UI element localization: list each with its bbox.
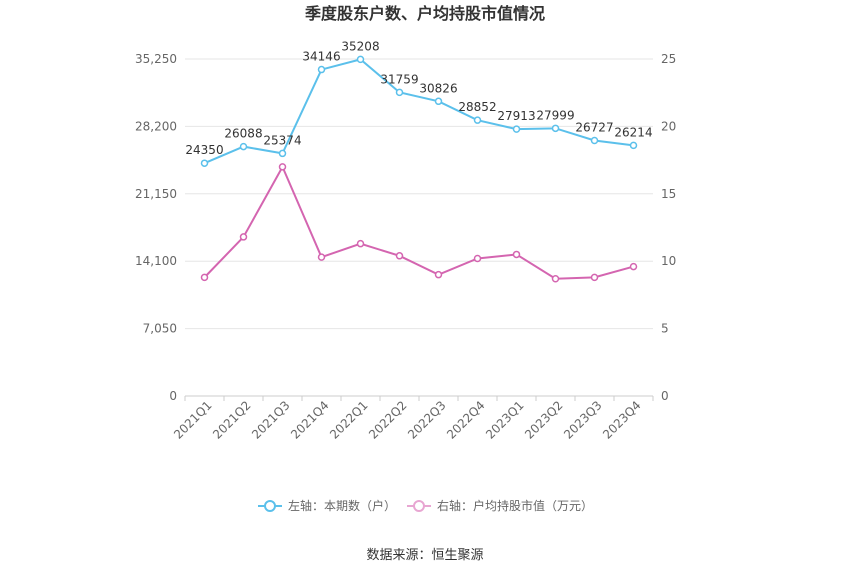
x-tick-label: 2021Q1 [171, 398, 215, 442]
x-tick-label: 2021Q4 [288, 398, 332, 442]
data-point[interactable] [473, 116, 482, 124]
left-tick-label: 0 [169, 389, 177, 403]
right-tick-label: 5 [661, 322, 669, 336]
legend-item-households[interactable]: 左轴：本期数（户） [258, 498, 396, 513]
legend-marker-market-value [413, 500, 425, 512]
x-tick-label: 2022Q1 [327, 398, 371, 442]
data-label: 25374 [263, 133, 301, 147]
right-tick-label: 10 [661, 254, 676, 268]
data-point[interactable] [317, 253, 326, 261]
data-label: 26088 [224, 127, 262, 141]
legend-marker-households [264, 500, 276, 512]
right-tick-label: 20 [661, 119, 676, 133]
left-axis: 0 7,050 14,100 21,150 28,200 35,250 [135, 52, 177, 403]
right-tick-label: 15 [661, 187, 676, 201]
data-point[interactable] [395, 88, 404, 97]
legend-label-market-value: 右轴：户均持股市值（万元） [437, 498, 593, 513]
data-label: 27913 [497, 109, 535, 123]
source-note: 数据来源：恒生聚源 [366, 548, 483, 563]
data-label: 35208 [341, 39, 379, 53]
data-point[interactable] [551, 124, 560, 133]
x-axis: 2021Q12021Q22021Q32021Q42022Q12022Q22022… [171, 396, 654, 442]
data-label: 26727 [575, 120, 613, 134]
data-label: 34146 [302, 50, 340, 64]
x-tick-label: 2022Q4 [444, 398, 488, 442]
data-point[interactable] [434, 97, 443, 106]
data-point[interactable] [200, 273, 209, 282]
legend-label-households: 左轴：本期数（户） [288, 498, 396, 513]
x-tick-label: 2023Q1 [483, 398, 527, 442]
right-tick-label: 0 [661, 389, 669, 403]
x-tick-label: 2022Q2 [366, 398, 410, 442]
data-point[interactable] [278, 149, 287, 158]
data-point[interactable] [356, 55, 365, 64]
series-line-1 [203, 164, 634, 280]
data-point[interactable] [590, 273, 599, 282]
chart-title: 季度股东户数、户均持股市值情况 [304, 4, 545, 23]
right-axis: 0 5 10 15 20 25 [661, 52, 676, 403]
series-lines [203, 58, 634, 280]
data-label: 30826 [419, 81, 457, 95]
data-point[interactable] [434, 270, 443, 279]
right-tick-label: 25 [661, 52, 676, 66]
data-point[interactable] [200, 159, 209, 167]
left-tick-label: 28,200 [135, 119, 177, 133]
data-label: 26214 [614, 125, 652, 139]
x-tick-label: 2022Q3 [405, 398, 449, 442]
data-point[interactable] [512, 250, 521, 259]
data-label: 24350 [185, 143, 223, 157]
legend[interactable]: 左轴：本期数（户） 右轴：户均持股市值（万元） [258, 498, 593, 513]
data-point[interactable] [629, 141, 638, 150]
data-point[interactable] [356, 239, 365, 248]
data-point[interactable] [239, 142, 248, 151]
data-point[interactable] [317, 65, 326, 74]
series-line-0 [204, 58, 634, 165]
series-points [200, 55, 638, 283]
data-point[interactable] [473, 254, 482, 263]
data-point[interactable] [551, 274, 560, 283]
data-label: 31759 [380, 72, 418, 86]
data-point[interactable] [239, 233, 248, 241]
data-label: 27999 [536, 108, 574, 122]
data-point[interactable] [395, 252, 404, 260]
left-tick-label: 7,050 [143, 322, 177, 336]
x-tick-label: 2023Q3 [561, 398, 605, 442]
left-tick-label: 14,100 [135, 254, 177, 268]
data-point[interactable] [629, 262, 638, 271]
data-point[interactable] [590, 136, 599, 145]
x-tick-label: 2021Q2 [210, 398, 254, 442]
left-tick-label: 21,150 [135, 187, 177, 201]
data-label: 28852 [458, 100, 496, 114]
data-point[interactable] [278, 163, 287, 171]
x-tick-label: 2023Q2 [522, 398, 566, 442]
data-point[interactable] [512, 125, 521, 133]
x-tick-label: 2023Q4 [600, 398, 644, 442]
gridlines [185, 58, 653, 397]
left-tick-label: 35,250 [135, 52, 177, 66]
legend-item-market-value[interactable]: 右轴：户均持股市值（万元） [407, 498, 593, 513]
x-tick-label: 2021Q3 [249, 398, 293, 442]
